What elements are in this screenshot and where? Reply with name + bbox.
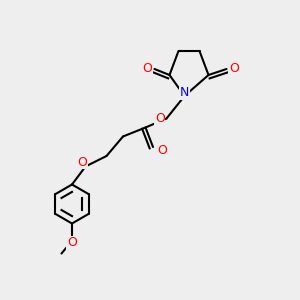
Text: O: O [78, 155, 87, 169]
Text: O: O [142, 62, 152, 76]
Text: O: O [229, 62, 239, 76]
Text: N: N [180, 86, 189, 100]
Text: O: O [67, 236, 77, 250]
Text: O: O [155, 112, 165, 125]
Text: O: O [157, 143, 167, 157]
